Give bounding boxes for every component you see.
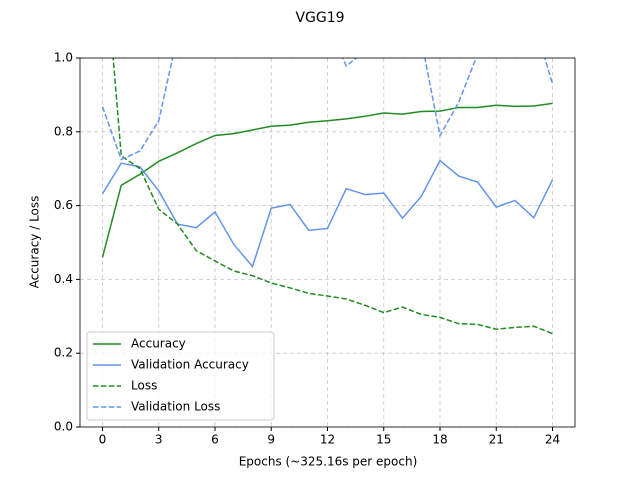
x-axis-label: Epochs (~325.16s per epoch): [239, 455, 418, 469]
x-tick-label: 3: [155, 433, 163, 447]
series-line: [112, 58, 553, 335]
y-axis-label: Accuracy / Loss: [28, 196, 42, 289]
legend-label: Validation Accuracy: [131, 358, 249, 372]
legend-label: Accuracy: [131, 337, 186, 351]
x-tick-label: 6: [211, 433, 219, 447]
legend-box: [86, 331, 275, 421]
legend-label: Loss: [131, 379, 157, 393]
x-tick-label: 12: [320, 433, 335, 447]
legend-label: Validation Loss: [131, 400, 220, 414]
x-tick-label: 18: [432, 433, 447, 447]
y-tick-label: 0.6: [54, 198, 73, 212]
y-tick-label: 0.8: [54, 124, 73, 138]
x-tick-label: 0: [99, 433, 107, 447]
series-line: [101, 102, 553, 258]
y-tick-label: 0.4: [54, 272, 73, 286]
y-tick-label: 1.0: [54, 51, 73, 65]
x-tick-label: 24: [545, 433, 560, 447]
y-tick-label: 0.2: [54, 346, 73, 360]
y-tick-label: 0.0: [54, 420, 73, 434]
chart-title: VGG19: [295, 10, 344, 26]
x-tick-label: 21: [489, 433, 504, 447]
x-tick-label: 9: [267, 433, 275, 447]
x-tick-label: 15: [376, 433, 391, 447]
